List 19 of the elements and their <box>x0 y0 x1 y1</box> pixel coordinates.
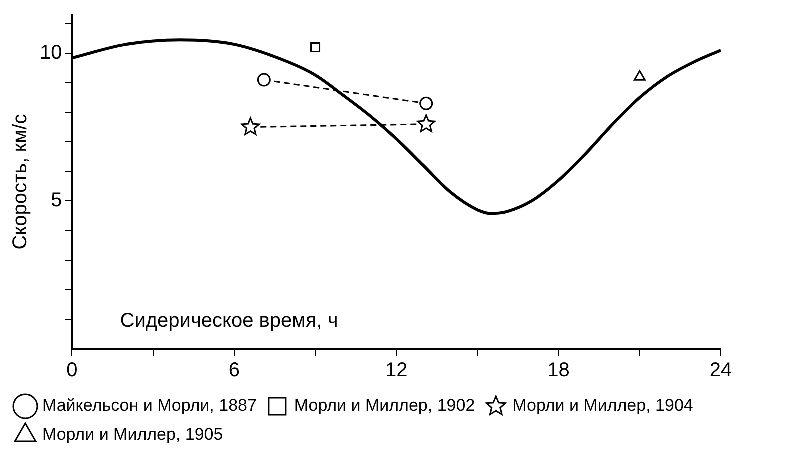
legend-label: Морли и Миллер, 1905 <box>42 425 224 444</box>
y-axis-title: Скорость, км/с <box>10 114 32 250</box>
point <box>241 118 260 136</box>
point <box>310 42 321 53</box>
point <box>257 73 271 87</box>
x-axis-title: Сидерическое время, ч <box>120 310 338 332</box>
y-tick-label: 10 <box>40 42 62 64</box>
x-tick-label: 6 <box>228 360 240 382</box>
legend-label: Майкельсон и Морли, 1887 <box>42 396 257 416</box>
point <box>420 96 434 110</box>
legend-label: Морли и Миллер, 1902 <box>294 396 476 416</box>
y-tick-label: 5 <box>51 190 62 212</box>
point <box>417 114 436 132</box>
x-tick-label: 12 <box>386 360 408 382</box>
x-tick-label: 24 <box>710 360 732 382</box>
point <box>634 70 646 81</box>
x-tick-label: 0 <box>66 360 78 382</box>
legend-label: Морли и Миллер, 1904 <box>512 396 694 416</box>
x-tick-label: 18 <box>548 360 570 382</box>
